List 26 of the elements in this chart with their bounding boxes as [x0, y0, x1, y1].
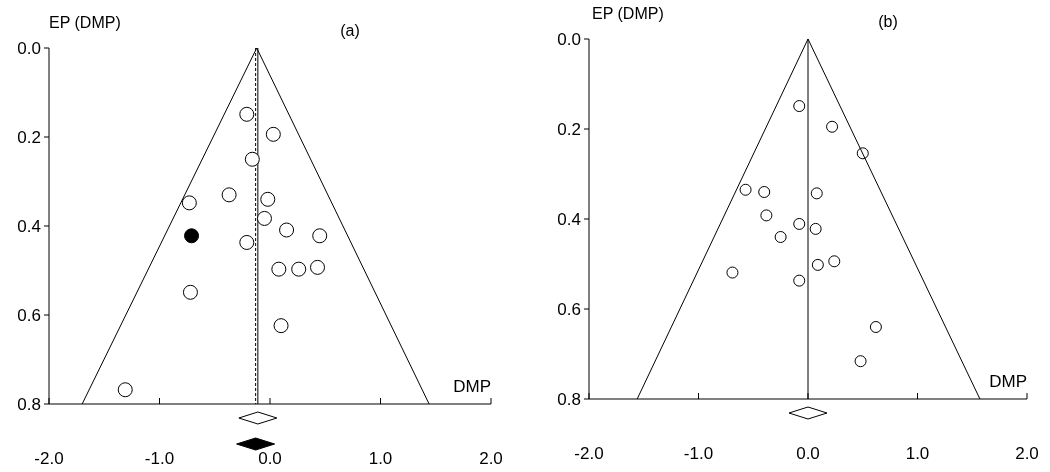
y-tick-label: 0.8	[557, 389, 581, 409]
x-tick-label: -1.0	[144, 449, 175, 468]
chart-title: (a)	[340, 22, 360, 39]
y-axis-title: EP (DMP)	[49, 14, 121, 31]
x-axis-title: DMP	[989, 372, 1027, 391]
y-tick-label: 0.4	[557, 209, 581, 229]
x-tick-label: 1.0	[368, 449, 393, 468]
x-tick-label: 2.0	[479, 449, 503, 468]
x-tick-label: -1.0	[683, 444, 714, 463]
x-axis-title: DMP	[453, 377, 491, 396]
x-tick-label: 2.0	[1015, 444, 1039, 463]
chart-title: (b)	[878, 13, 898, 30]
x-tick-label: -2.0	[574, 444, 604, 463]
y-tick-label: 0.4	[17, 216, 41, 236]
x-tick-label: 0.0	[258, 449, 282, 468]
y-tick-label: 0.2	[17, 127, 41, 147]
x-tick-label: 1.0	[905, 444, 930, 463]
y-tick-label: 0.8	[17, 394, 41, 414]
y-tick-label: 0.2	[557, 119, 581, 139]
x-tick-label: -2.0	[34, 449, 64, 468]
x-tick-label: 0.0	[796, 444, 820, 463]
y-tick-label: 0.6	[17, 305, 41, 325]
y-tick-label: 0.0	[557, 29, 581, 49]
y-tick-label: 0.6	[557, 299, 581, 319]
y-tick-label: 0.0	[17, 38, 41, 58]
y-axis-title: EP (DMP)	[592, 5, 664, 22]
